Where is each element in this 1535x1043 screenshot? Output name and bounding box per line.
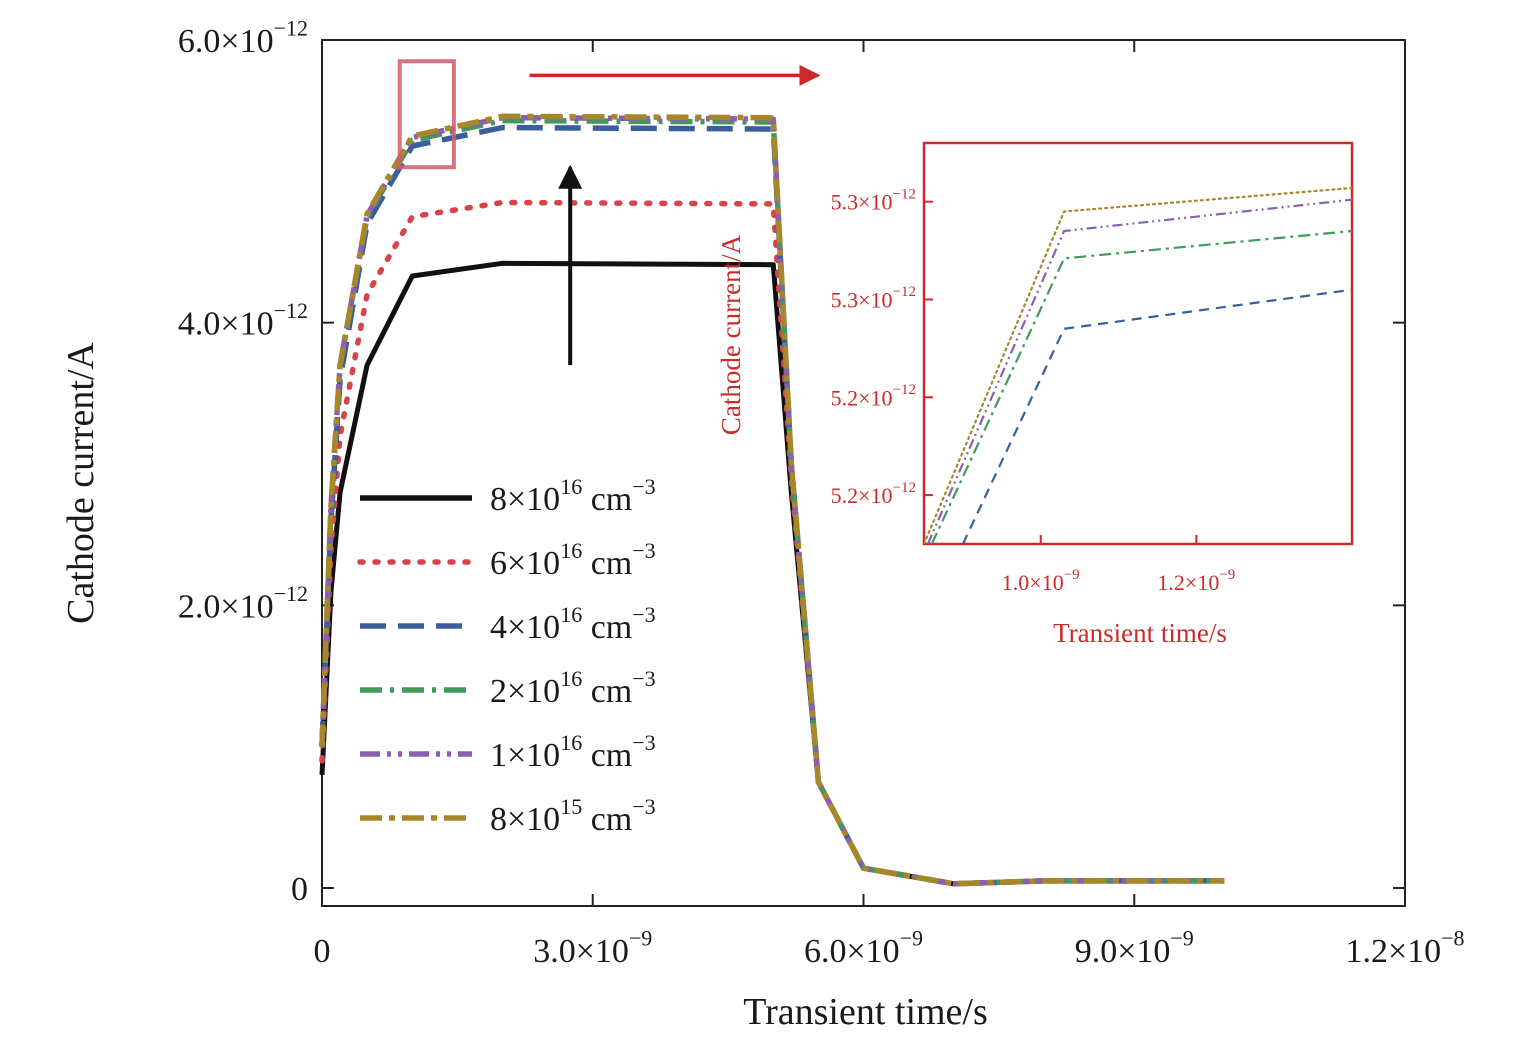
inset-y-axis-label: Cathode current/A [716, 234, 746, 435]
legend-unit-exp: −3 [632, 602, 655, 627]
legend-exp: 16 [560, 538, 582, 563]
x-tick-label: 3.0×10−9 [533, 926, 652, 971]
y-tick-label-mantissa: 2.0×10 [178, 588, 274, 625]
legend-exp: 16 [560, 666, 582, 691]
inset-x-tick-label-mantissa: 1.0×10 [1002, 570, 1064, 595]
x-tick-label-mantissa: 6.0×10 [804, 933, 900, 970]
y-tick-label-mantissa: 0 [291, 871, 308, 908]
y-tick-label-exponent: −12 [274, 298, 308, 323]
y-tick-label: 4.0×10−12 [178, 298, 308, 343]
inset-series-group [924, 186, 1352, 544]
legend-label: 8×1015 cm−3 [490, 794, 656, 838]
legend-base: 8×10 [490, 481, 560, 518]
inset-x-tick-label-exponent: −9 [1219, 567, 1235, 583]
y-tick-label-mantissa: 4.0×10 [178, 306, 274, 343]
inset-y-tick-label-mantissa: 5.2×10 [831, 483, 893, 508]
legend-unit: cm [582, 609, 632, 646]
x-tick-label-mantissa: 3.0×10 [533, 933, 629, 970]
y-tick-label: 6.0×10−12 [178, 16, 308, 61]
inset-y-tick-label-exponent: −12 [893, 284, 916, 300]
inset-y-tick-label-exponent: −12 [893, 382, 916, 398]
legend-unit-exp: −3 [632, 794, 655, 819]
legend-unit: cm [582, 673, 632, 710]
legend-unit: cm [582, 545, 632, 582]
inset-y-tick-label-mantissa: 5.2×10 [831, 385, 893, 410]
inset-y-tick-label: 5.3×10−12 [831, 186, 916, 214]
inset-y-tick-label-exponent: −12 [893, 186, 916, 202]
legend-unit: cm [582, 801, 632, 838]
legend-label: 2×1016 cm−3 [490, 666, 656, 710]
inset-y-tick-label-exponent: −12 [893, 480, 916, 496]
inset-x-tick-label-mantissa: 1.2×10 [1157, 570, 1219, 595]
legend-exp: 16 [560, 730, 582, 755]
inset-x-tick-label: 1.2×10−9 [1157, 567, 1235, 595]
x-tick-label-mantissa: 1.2×10 [1345, 933, 1441, 970]
y-tick-label: 0 [291, 871, 308, 908]
series-line [319, 113, 1225, 887]
legend-label: 8×1016 cm−3 [490, 474, 656, 518]
legend-base: 8×10 [490, 801, 560, 838]
legend-exp: 16 [560, 602, 582, 627]
x-tick-label: 1.2×10−8 [1345, 926, 1464, 971]
x-tick-label-mantissa: 0 [314, 933, 331, 970]
legend-base: 2×10 [490, 673, 560, 710]
inset-x-tick-label: 1.0×10−9 [1002, 567, 1080, 595]
x-tick-label-mantissa: 9.0×10 [1075, 933, 1171, 970]
legend-item: 8×1015 cm−3 [360, 794, 656, 838]
x-tick-label: 0 [314, 933, 331, 970]
inset-series-line [926, 198, 1352, 544]
main-plot: 0 3.0×10−9 6.0×10−9 9.0×10−9 1.2×10−802.0×10… [60, 16, 1465, 1034]
legend-exp: 16 [560, 474, 582, 499]
legend-unit: cm [582, 481, 632, 518]
x-axis-label: Transient time/s [743, 991, 988, 1033]
inset-y-tick-label: 5.2×10−12 [831, 480, 916, 508]
x-tick-label-exponent: −8 [1441, 926, 1464, 951]
inset-x-tick-label-exponent: −9 [1064, 567, 1080, 583]
inset-y-tick-label: 5.2×10−12 [831, 382, 916, 410]
x-tick-label-exponent: −9 [900, 926, 923, 951]
y-tick-label: 2.0×10−12 [178, 581, 308, 626]
legend-item: 8×1016 cm−3 [360, 474, 656, 518]
x-tick-label: 9.0×10−9 [1075, 926, 1194, 971]
legend-unit-exp: −3 [632, 474, 655, 499]
legend: 8×1016 cm−36×1016 cm−34×1016 cm−32×1016 … [357, 474, 656, 838]
legend-base: 4×10 [490, 609, 560, 646]
x-tick-label-exponent: −9 [629, 926, 652, 951]
legend-exp: 15 [560, 794, 582, 819]
legend-unit-exp: −3 [632, 730, 655, 755]
y-tick-label-exponent: −12 [274, 581, 308, 606]
y-tick-label-mantissa: 6.0×10 [178, 23, 274, 60]
legend-label: 4×1016 cm−3 [490, 602, 656, 646]
inset-series-line [924, 186, 1352, 544]
legend-unit: cm [582, 737, 632, 774]
legend-unit-exp: −3 [632, 538, 655, 563]
inset-y-tick-label: 5.3×10−12 [831, 284, 916, 312]
zoom-box [397, 59, 456, 170]
y-tick-label-exponent: −12 [274, 16, 308, 41]
legend-label: 6×1016 cm−3 [490, 538, 656, 582]
x-tick-label: 6.0×10−9 [804, 926, 923, 971]
y-axis-label: Cathode current/A [60, 342, 102, 624]
legend-item: 4×1016 cm−3 [360, 602, 656, 646]
inset-series-line [961, 288, 1352, 544]
inset-series-line [930, 229, 1352, 544]
inset-plot: 1.0×10−9 1.2×10−95.2×10−125.2×10−125.3×10… [716, 141, 1354, 648]
legend-label: 1×1016 cm−3 [490, 730, 656, 774]
legend-base: 1×10 [490, 737, 560, 774]
x-tick-label-exponent: −9 [1170, 926, 1193, 951]
inset-y-tick-label-mantissa: 5.3×10 [831, 190, 893, 215]
legend-item: 6×1016 cm−3 [357, 538, 656, 582]
inset-frame [922, 141, 1354, 546]
legend-unit-exp: −3 [632, 666, 655, 691]
legend-item: 2×1016 cm−3 [360, 666, 656, 710]
legend-base: 6×10 [490, 545, 560, 582]
inset-x-axis-label: Transient time/s [1053, 618, 1227, 648]
legend-item: 1×1016 cm−3 [360, 730, 656, 774]
inset-y-tick-label-mantissa: 5.3×10 [831, 287, 893, 312]
